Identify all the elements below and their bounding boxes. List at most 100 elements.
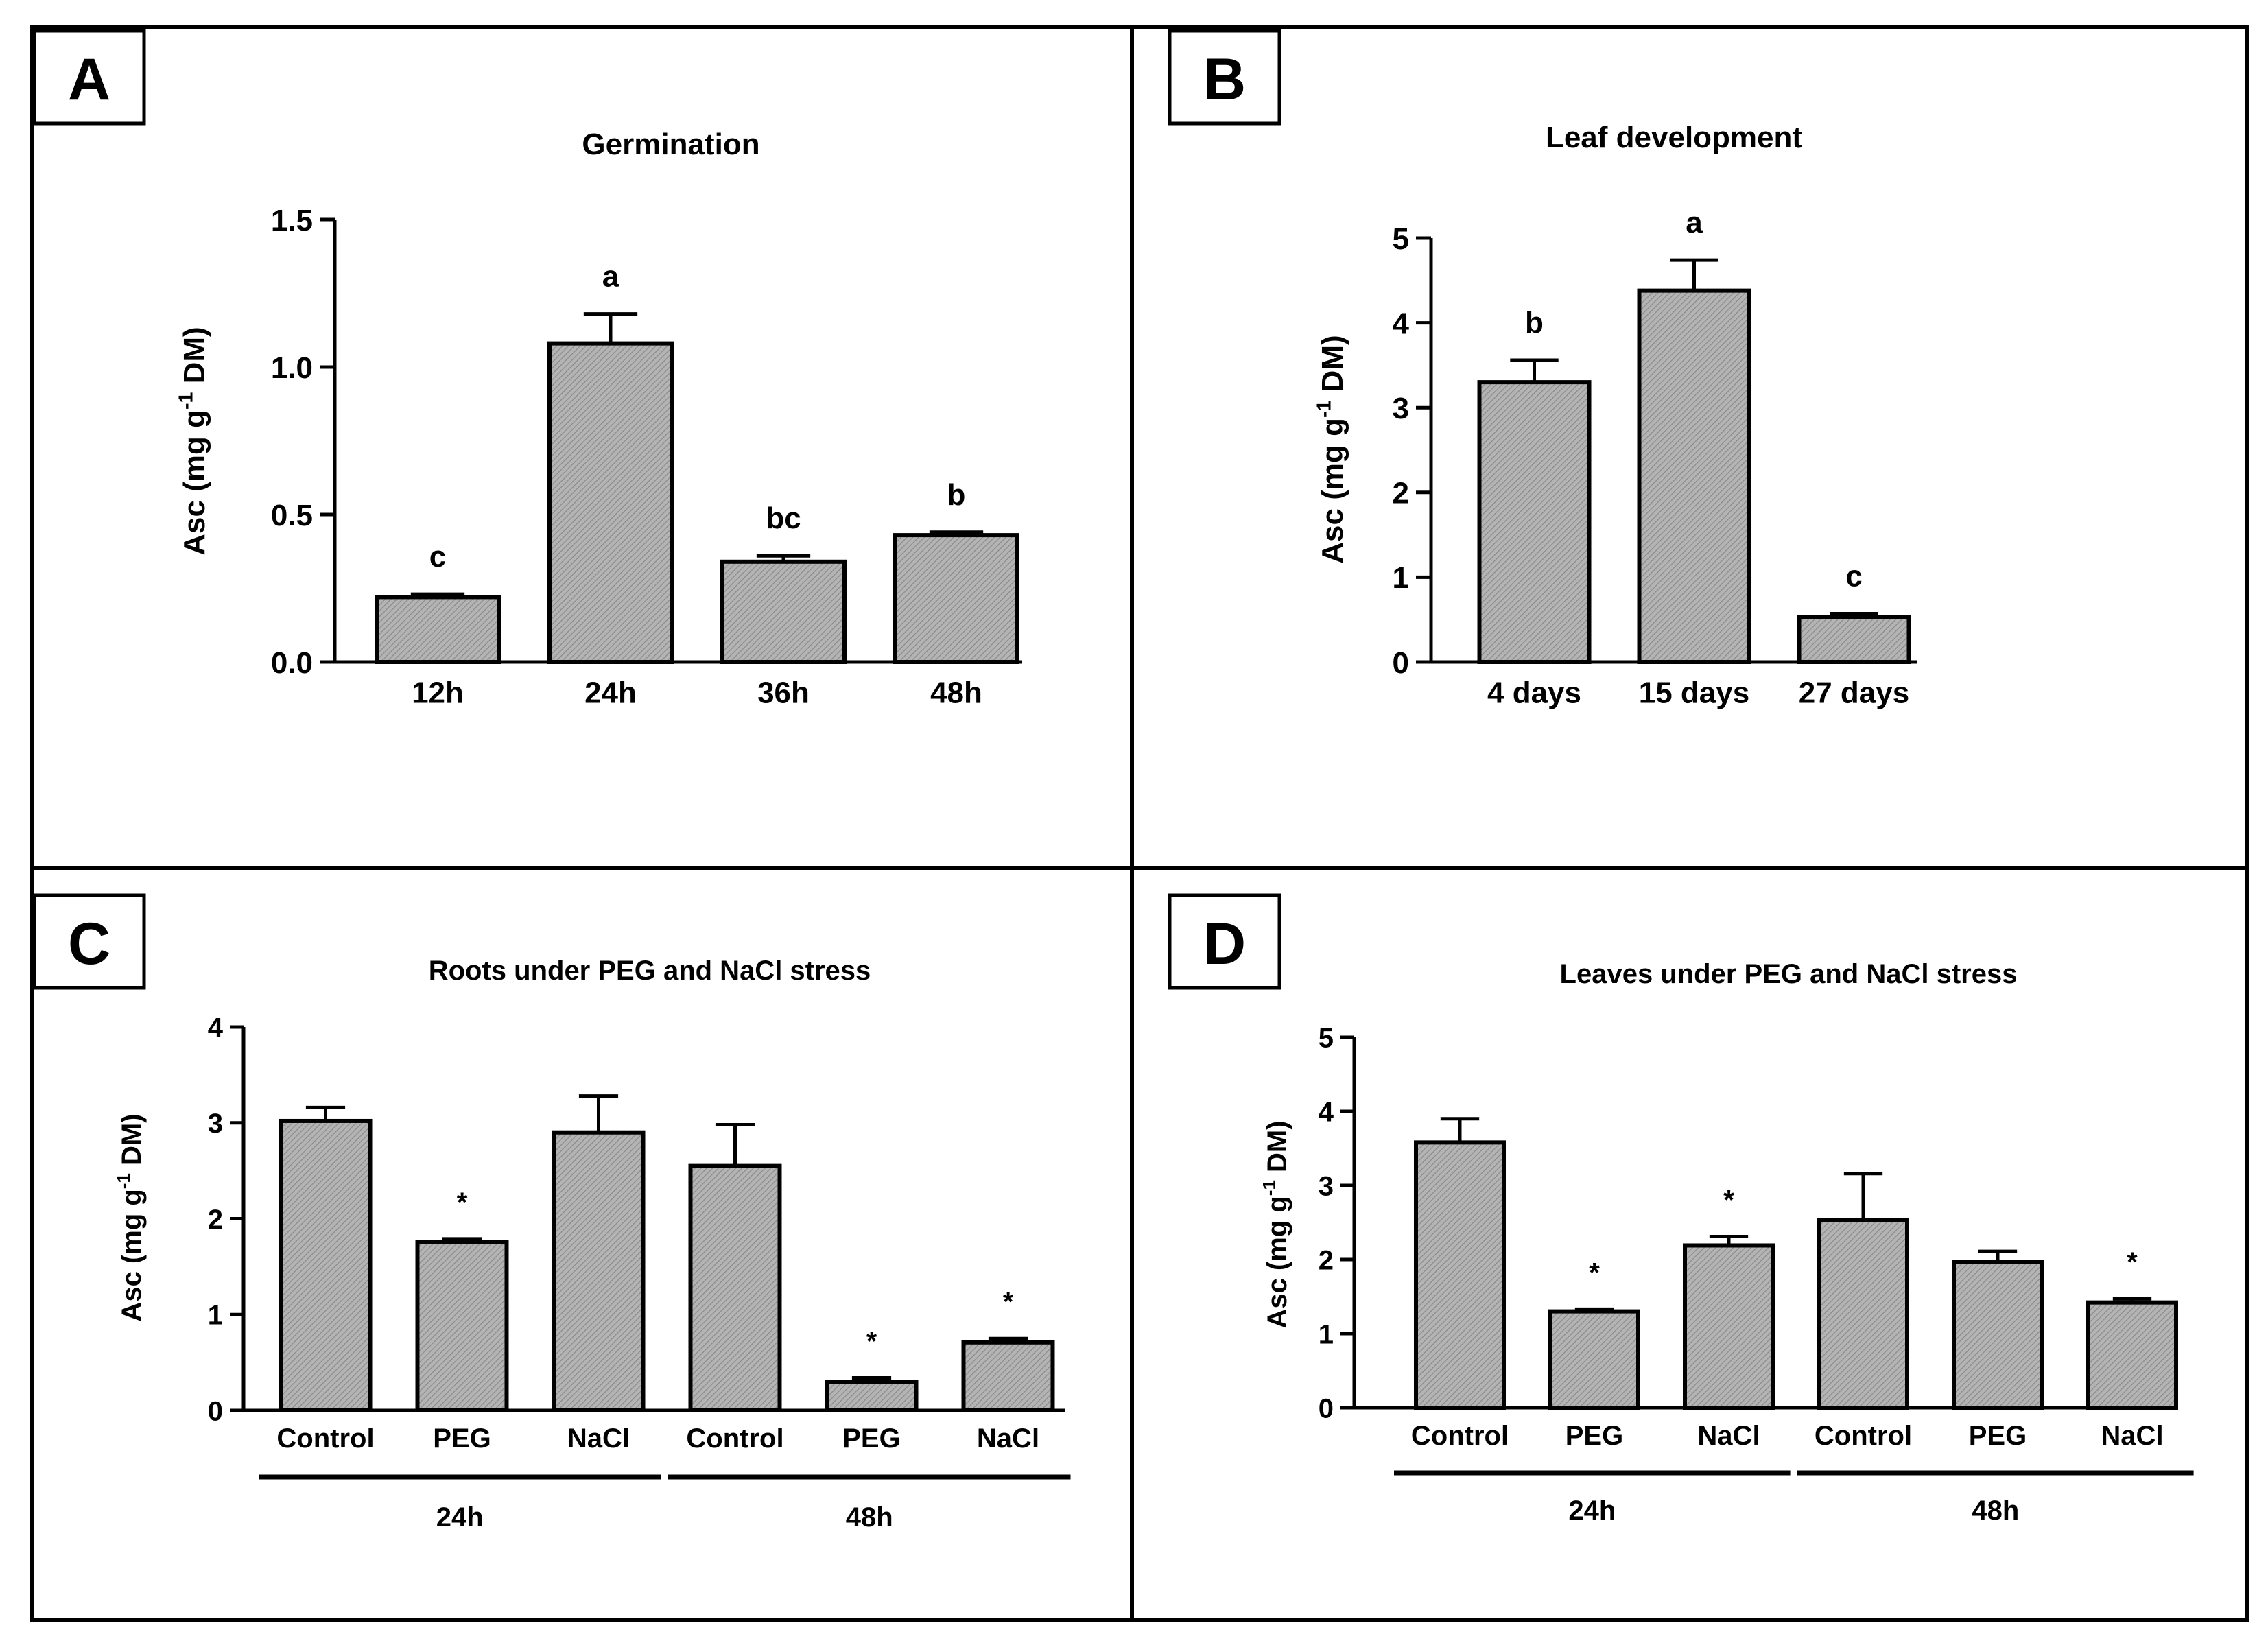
- y-axis-label-tail: DM): [1262, 1120, 1292, 1180]
- panel-letter-box: [32, 29, 146, 126]
- bar: [279, 1118, 373, 1412]
- y-tick-label: 2: [1393, 477, 1409, 510]
- y-tick-label: 4: [1319, 1097, 1334, 1127]
- y-axis-label-superscript: -1: [175, 392, 197, 410]
- significance-label: b: [1525, 306, 1544, 340]
- x-tick-label: PEG: [1566, 1421, 1623, 1451]
- panel-a: A Germination Asc (mg g-1 DM) 0.0 0.5 1.0 1.5 c…: [32, 29, 1022, 709]
- y-tick-label: 4: [208, 1013, 224, 1043]
- significance-label: *: [866, 1326, 877, 1356]
- x-tick-label: NaCl: [1697, 1421, 1760, 1451]
- y-tick-label: 0.0: [271, 646, 313, 680]
- y-tick-label: 0: [1393, 646, 1409, 680]
- group-label: 24h: [436, 1502, 484, 1533]
- y-tick-label: 0: [208, 1396, 223, 1426]
- y-axis-label-tail: DM): [117, 1113, 147, 1173]
- group-label: 24h: [1568, 1496, 1616, 1526]
- panel-d: D Leaves under PEG and NaCl stress Asc (mg…: [1168, 893, 2194, 1526]
- x-tick-label: NaCl: [567, 1423, 630, 1454]
- x-tick-label: 12h: [412, 676, 464, 709]
- chart-title: Roots under PEG and NaCl stress: [429, 956, 871, 986]
- significance-label: a: [602, 260, 619, 294]
- panel-letter: A: [68, 47, 110, 113]
- y-axis-label: Asc (mg g-1 DM): [113, 1113, 147, 1321]
- bar: [415, 1240, 509, 1413]
- panel-b: B Leaf development Asc (mg g-1 DM) 0 1 2 3 4 5 b 4…: [1168, 29, 1917, 709]
- x-tick-label: PEG: [433, 1423, 491, 1454]
- y-tick-label: 3: [1393, 392, 1409, 425]
- significance-label: *: [457, 1187, 468, 1218]
- y-axis-label: Asc (mg g-1 DM): [1259, 1120, 1292, 1328]
- significance-label: b: [947, 478, 966, 512]
- y-tick-label: 1: [1393, 561, 1409, 595]
- x-tick-label: Control: [1411, 1421, 1509, 1451]
- y-tick-label: 4: [1393, 307, 1410, 340]
- significance-label: *: [2127, 1247, 2138, 1277]
- chart-title: Leaves under PEG and NaCl stress: [1560, 959, 2018, 989]
- bar: [720, 559, 847, 664]
- bar: [1414, 1140, 1506, 1410]
- chart-title: Germination: [582, 128, 759, 161]
- y-axis-label-superscript: -1: [1259, 1180, 1279, 1196]
- bar: [825, 1380, 919, 1412]
- significance-label: c: [429, 540, 446, 574]
- bar: [961, 1340, 1055, 1412]
- y-tick-label: 5: [1393, 222, 1409, 256]
- significance-label: c: [1845, 560, 1862, 593]
- significance-label: *: [1723, 1185, 1734, 1216]
- y-axis-label-superscript: -1: [1313, 401, 1335, 418]
- significance-label: bc: [766, 501, 801, 535]
- y-axis-label-main: Asc (mg g: [1262, 1196, 1292, 1328]
- y-axis-label: Asc (mg g-1 DM): [1313, 335, 1349, 563]
- x-tick-label: 36h: [757, 676, 810, 709]
- y-axis-label-superscript: -1: [113, 1173, 134, 1189]
- panel-letter-box: [1168, 893, 1281, 990]
- x-tick-label: 15 days: [1639, 676, 1749, 709]
- bar: [893, 533, 1019, 664]
- bar: [1637, 288, 1751, 664]
- panel-letter-box: [32, 893, 146, 990]
- x-tick-label: PEG: [1969, 1421, 2027, 1451]
- y-axis-label-main: Asc (mg g: [178, 410, 211, 556]
- y-axis-label-tail: DM): [178, 327, 211, 392]
- x-tick-label: NaCl: [2101, 1421, 2163, 1451]
- outer-border: [30, 25, 2249, 1622]
- bar: [1952, 1260, 2044, 1410]
- x-tick-label: PEG: [842, 1423, 900, 1454]
- bar: [552, 1130, 646, 1412]
- x-tick-label: Control: [686, 1423, 783, 1454]
- significance-label: a: [1686, 206, 1703, 239]
- x-tick-label: 48h: [930, 676, 982, 709]
- x-tick-label: Control: [1815, 1421, 1912, 1451]
- y-axis-label-main: Asc (mg g: [1316, 418, 1349, 564]
- y-tick-label: 1: [208, 1301, 223, 1331]
- figure-frame: [30, 25, 2249, 1622]
- chart-title: Leaf development: [1546, 121, 1802, 154]
- bar: [375, 595, 501, 665]
- y-tick-label: 5: [1319, 1023, 1334, 1053]
- bar: [2086, 1300, 2178, 1410]
- x-tick-label: 24h: [584, 676, 637, 709]
- group-label: 48h: [1972, 1496, 2019, 1526]
- bar: [547, 341, 674, 664]
- y-tick-label: 1.5: [271, 204, 313, 237]
- x-tick-label: 4 days: [1487, 676, 1581, 709]
- significance-label: *: [1003, 1287, 1014, 1317]
- bar: [1797, 615, 1911, 665]
- bar: [688, 1163, 782, 1412]
- y-tick-label: 3: [208, 1109, 223, 1139]
- x-tick-label: NaCl: [977, 1423, 1039, 1454]
- y-axis-label-tail: DM): [1316, 335, 1349, 400]
- y-tick-label: 3: [1319, 1171, 1334, 1201]
- bar: [1548, 1309, 1640, 1410]
- y-tick-label: 0: [1319, 1393, 1334, 1423]
- x-tick-label: 27 days: [1799, 676, 1909, 709]
- x-tick-label: Control: [276, 1423, 374, 1454]
- panel-letter: D: [1203, 911, 1246, 977]
- panel-letter-box: [1168, 29, 1281, 126]
- y-tick-label: 2: [1319, 1245, 1334, 1275]
- panel-letter: B: [1203, 47, 1246, 113]
- y-tick-label: 2: [208, 1205, 223, 1235]
